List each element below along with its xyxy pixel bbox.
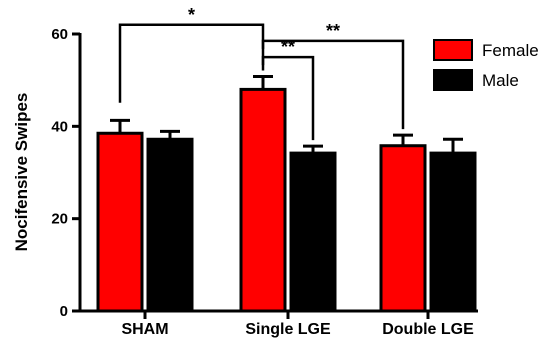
y-axis-label: Nocifensive Swipes [12,93,31,252]
legend-swatch-female [433,39,473,61]
x-tick-label-single-lge: Single LGE [245,321,331,338]
y-tick-label-0: 0 [60,303,68,320]
y-tick-label-20: 20 [51,211,68,228]
bar-male-double-lge [429,151,477,313]
y-tick-label-40: 40 [51,118,68,135]
y-tick-label-60: 60 [51,26,68,43]
legend-label-female: Female [482,41,539,60]
axes-layer: 0 20 40 60 SHAM Single LGE Double LGE [51,26,478,338]
bar-female-double-lge [379,144,427,313]
legend-label-male: Male [482,71,519,90]
error-bars-layer [110,74,463,154]
significance-bracket-1 [261,55,315,141]
x-tick-label-double-lge: Double LGE [382,321,474,338]
x-tick-label-sham: SHAM [121,321,168,338]
significance-layer: ***** [118,5,405,141]
significance-bracket-2 [261,39,405,130]
significance-label-0: * [188,5,195,25]
bar-female-sham [96,131,144,313]
bars-layer [96,87,477,313]
legend-swatch-male [433,69,473,91]
legend: Female Male [433,39,539,91]
bar-female-single-lge [239,87,287,313]
bar-male-single-lge [289,151,337,313]
significance-label-2: ** [326,21,340,41]
bar-male-sham [146,137,194,313]
